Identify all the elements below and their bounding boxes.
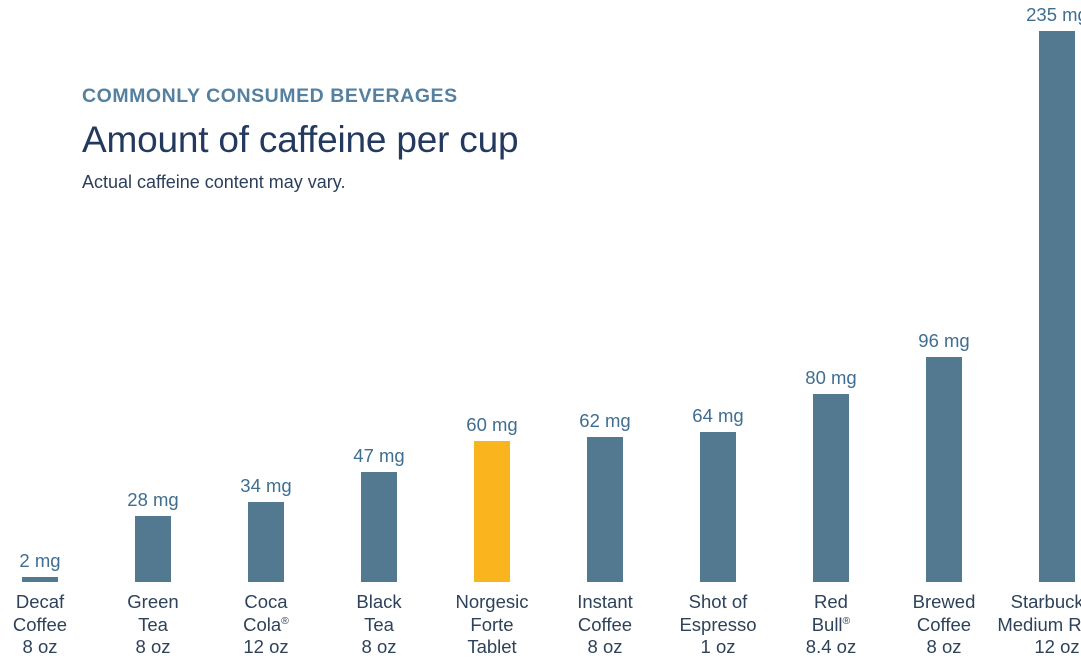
bar-category-label: Shot of Espresso 1 oz bbox=[644, 591, 793, 659]
trademark-symbol: ® bbox=[842, 614, 851, 627]
page-title: Amount of caffeine per cup bbox=[82, 119, 519, 160]
category-label-line: Forte bbox=[470, 613, 514, 635]
bar-category-label: Norgesic Forte Tablet bbox=[418, 591, 567, 659]
bar-category-label: Green Tea 8 oz bbox=[79, 591, 228, 659]
bar-category-label: Instant Coffee 8 oz bbox=[531, 591, 680, 659]
page-subtitle: Actual caffeine content may vary. bbox=[82, 172, 346, 192]
bar-value-label: 80 mg bbox=[805, 367, 857, 388]
category-label-line: Cola® bbox=[243, 613, 289, 635]
bar bbox=[135, 516, 171, 582]
bar-column: 96 mg Brewed Coffee 8 oz bbox=[888, 0, 1001, 665]
category-label-line: Norgesic bbox=[455, 591, 529, 612]
bar-value-label: 60 mg bbox=[466, 414, 518, 435]
bar-value-label: 28 mg bbox=[127, 489, 179, 510]
category-label-line: 8 oz bbox=[587, 636, 623, 657]
bar-value-label: 47 mg bbox=[353, 445, 405, 466]
bar-column: 34 mg Coca Cola® 12 oz bbox=[210, 0, 323, 665]
heading-block: COMMONLY CONSUMED BEVERAGES Amount of ca… bbox=[82, 84, 702, 194]
bar-column: 62 mg Instant Coffee 8 oz bbox=[549, 0, 662, 665]
category-label-line: Starbucks™ bbox=[1010, 591, 1081, 612]
category-label-line: Tea bbox=[138, 613, 168, 635]
category-label-line: Brewed bbox=[912, 591, 976, 612]
category-label-line: Instant bbox=[577, 591, 633, 612]
bar-value-label: 96 mg bbox=[918, 330, 970, 351]
bar-value-label: 235 mg bbox=[1026, 4, 1081, 25]
bar-column: 235 mg Starbucks™Medium Roast12 oz bbox=[997, 0, 1081, 665]
category-label-line: 1 oz bbox=[700, 636, 736, 657]
bar-category-label: Starbucks™Medium Roast12 oz bbox=[983, 591, 1081, 659]
bar bbox=[926, 357, 962, 582]
category-label-line: Medium Roast bbox=[997, 613, 1081, 635]
category-label-line: Shot of bbox=[688, 591, 748, 612]
bar bbox=[361, 472, 397, 582]
bar-category-label: Black Tea 8 oz bbox=[305, 591, 454, 659]
category-label-line: Red bbox=[814, 591, 848, 612]
bar-column: 80 mg Red Bull® 8.4 oz bbox=[775, 0, 888, 665]
bar-value-label: 62 mg bbox=[579, 410, 631, 431]
category-label-line: Black bbox=[356, 591, 402, 612]
category-label-line: Green bbox=[127, 591, 179, 612]
bar bbox=[700, 432, 736, 582]
bar-category-label: Coca Cola® 12 oz bbox=[192, 591, 341, 659]
category-label-line: Tea bbox=[364, 613, 394, 635]
category-label-line: 12 oz bbox=[243, 636, 289, 657]
bar-category-label: Decaf Coffee 8 oz bbox=[0, 591, 115, 659]
bar-column: 60 mg Norgesic Forte Tablet bbox=[436, 0, 549, 665]
category-label-line: 8 oz bbox=[135, 636, 171, 657]
category-label-line: 8 oz bbox=[361, 636, 397, 657]
bar bbox=[813, 394, 849, 582]
category-label-line: 8 oz bbox=[22, 636, 58, 657]
category-label-line: 8.4 oz bbox=[805, 636, 857, 657]
bar bbox=[22, 577, 58, 582]
bar bbox=[248, 502, 284, 582]
category-label-line: Coffee bbox=[12, 613, 68, 635]
bar-value-label: 2 mg bbox=[19, 550, 61, 571]
bar bbox=[587, 437, 623, 582]
bar-column: 2 mg Decaf Coffee 8 oz bbox=[0, 0, 97, 665]
category-label-line: Bull® bbox=[811, 613, 851, 635]
bar-value-label: 64 mg bbox=[692, 405, 744, 426]
category-label-line: Coffee bbox=[916, 613, 972, 635]
trademark-symbol: ® bbox=[281, 614, 289, 627]
bar-column: 47 mg Black Tea 8 oz bbox=[323, 0, 436, 665]
category-label-line: Espresso bbox=[679, 613, 757, 635]
category-label-line: Tablet bbox=[467, 636, 517, 657]
bar-value-label: 34 mg bbox=[240, 475, 292, 496]
category-label-line: Coca bbox=[244, 591, 288, 612]
bar bbox=[1039, 31, 1075, 582]
bar-highlighted bbox=[474, 441, 510, 582]
bar-column: 28 mg Green Tea 8 oz bbox=[97, 0, 210, 665]
bar-category-label: Brewed Coffee 8 oz bbox=[870, 591, 1019, 659]
bar-column: 64 mg Shot of Espresso 1 oz bbox=[662, 0, 775, 665]
eyebrow-heading: COMMONLY CONSUMED BEVERAGES bbox=[82, 85, 458, 107]
bar-category-label: Red Bull® 8.4 oz bbox=[757, 591, 906, 659]
category-label-line: 12 oz bbox=[1034, 636, 1080, 657]
category-label-line: 8 oz bbox=[926, 636, 962, 657]
category-label-line: Coffee bbox=[577, 613, 633, 635]
category-label-line: Decaf bbox=[15, 591, 65, 612]
